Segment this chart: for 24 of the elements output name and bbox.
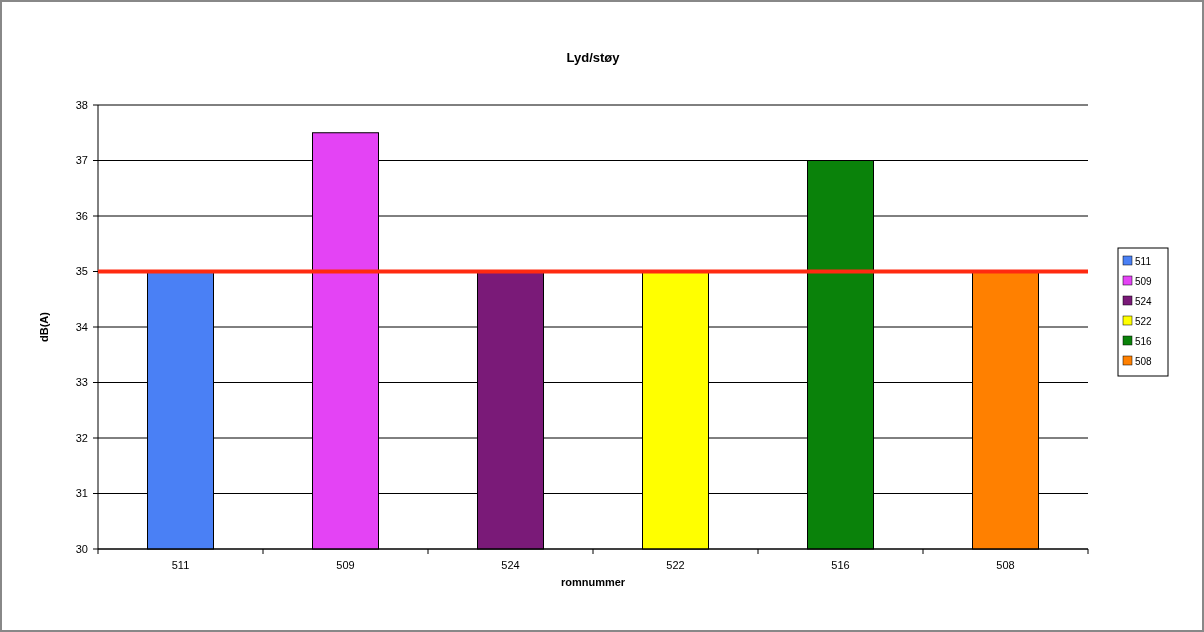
- x-tick-label: 508: [996, 559, 1015, 571]
- legend-label: 522: [1135, 315, 1153, 327]
- legend-label: 509: [1135, 275, 1153, 287]
- y-tick-label: 33: [75, 376, 88, 389]
- legend-label: 511: [1135, 255, 1152, 267]
- y-axis-title: dB(A): [38, 311, 50, 342]
- legend-label: 524: [1135, 295, 1153, 307]
- y-tick-label: 32: [75, 431, 88, 444]
- x-tick-label: 511: [171, 559, 190, 571]
- x-tick-label: 522: [666, 559, 685, 571]
- x-axis-title: romnummer: [560, 576, 626, 588]
- legend-label: 516: [1135, 335, 1153, 347]
- y-tick-label: 37: [75, 154, 88, 167]
- x-tick-label: 509: [336, 559, 355, 571]
- y-tick-label: 38: [75, 98, 88, 111]
- chart-title: Lyd/støy: [566, 50, 621, 65]
- legend-label: 508: [1135, 355, 1153, 367]
- x-tick-label: 524: [501, 559, 520, 571]
- y-tick-label: 30: [75, 542, 88, 555]
- y-tick-label: 34: [75, 320, 88, 333]
- x-tick-label: 516: [831, 559, 850, 571]
- y-tick-label: 35: [75, 265, 88, 278]
- y-tick-label: 31: [75, 487, 88, 500]
- y-tick-label: 36: [75, 209, 88, 222]
